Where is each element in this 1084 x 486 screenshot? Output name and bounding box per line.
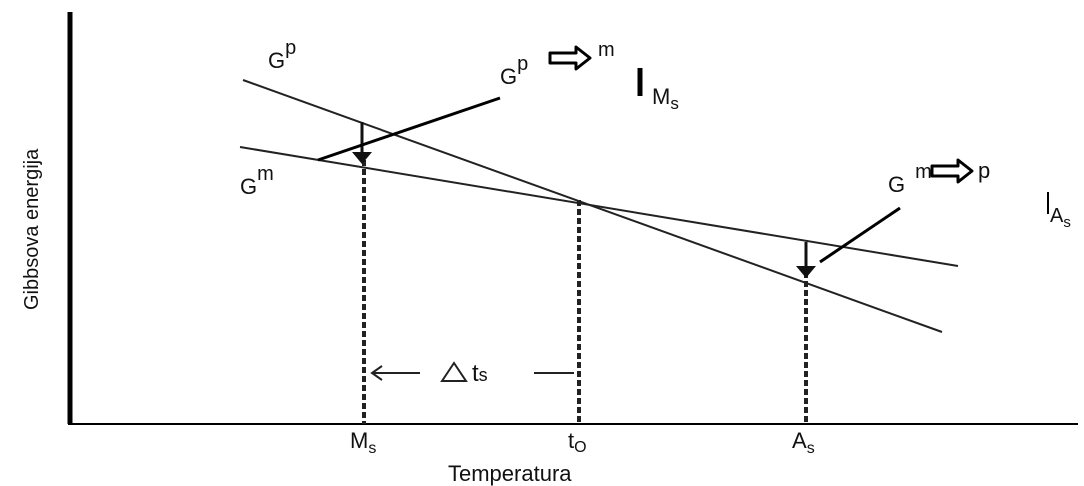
gp-to-m-target: m	[598, 39, 615, 61]
delta-ts-arrowhead	[370, 365, 383, 381]
as-gap-arrowhead	[796, 266, 816, 278]
gp-to-m-pointer	[317, 96, 501, 162]
gm-line	[239, 146, 959, 267]
double-arrow-icon	[548, 45, 592, 71]
y-axis-label: Gibbsova energija	[21, 148, 43, 310]
x-tick-ms: Ms	[350, 428, 376, 457]
ms-marker-label: Ms	[652, 84, 679, 113]
x-tick-as: As	[792, 428, 815, 457]
x-tick-to: tO	[568, 428, 587, 456]
double-arrow-icon	[930, 158, 974, 184]
gp-to-m-label: Gp	[500, 53, 528, 89]
gm-to-p-pointer	[819, 206, 901, 264]
delta-icon	[440, 361, 468, 382]
ms-gap-arrowhead	[352, 152, 372, 164]
gm-label: Gm	[240, 163, 274, 199]
gp-label: Gp	[268, 37, 296, 73]
gm-to-p-target: p	[978, 158, 990, 183]
as-marker-label: As	[1050, 205, 1071, 231]
delta-ts-label: ts	[472, 360, 488, 387]
x-axis-label: Temperatura	[448, 461, 572, 486]
